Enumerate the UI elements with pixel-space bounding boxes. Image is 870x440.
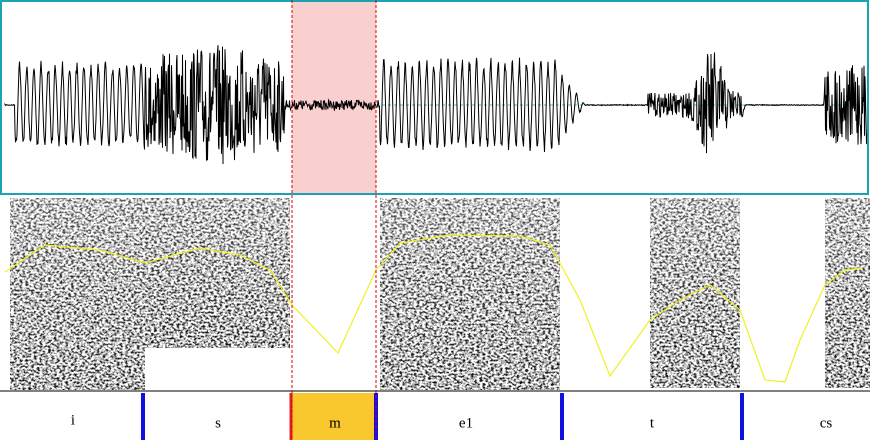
- pitch-curve: [4, 234, 863, 383]
- segment-label[interactable]: e1: [459, 415, 473, 431]
- waveform: [4, 45, 869, 165]
- waveform-border: [0, 0, 869, 195]
- segment-label[interactable]: m: [329, 415, 341, 431]
- segment-label[interactable]: t: [650, 415, 655, 431]
- segment-label[interactable]: s: [215, 415, 221, 431]
- segment-label[interactable]: i: [71, 412, 75, 428]
- selected-segment[interactable]: [292, 393, 376, 440]
- segment-label[interactable]: cs: [820, 415, 833, 431]
- spectrogram: [10, 198, 870, 390]
- selection[interactable]: [292, 1, 376, 195]
